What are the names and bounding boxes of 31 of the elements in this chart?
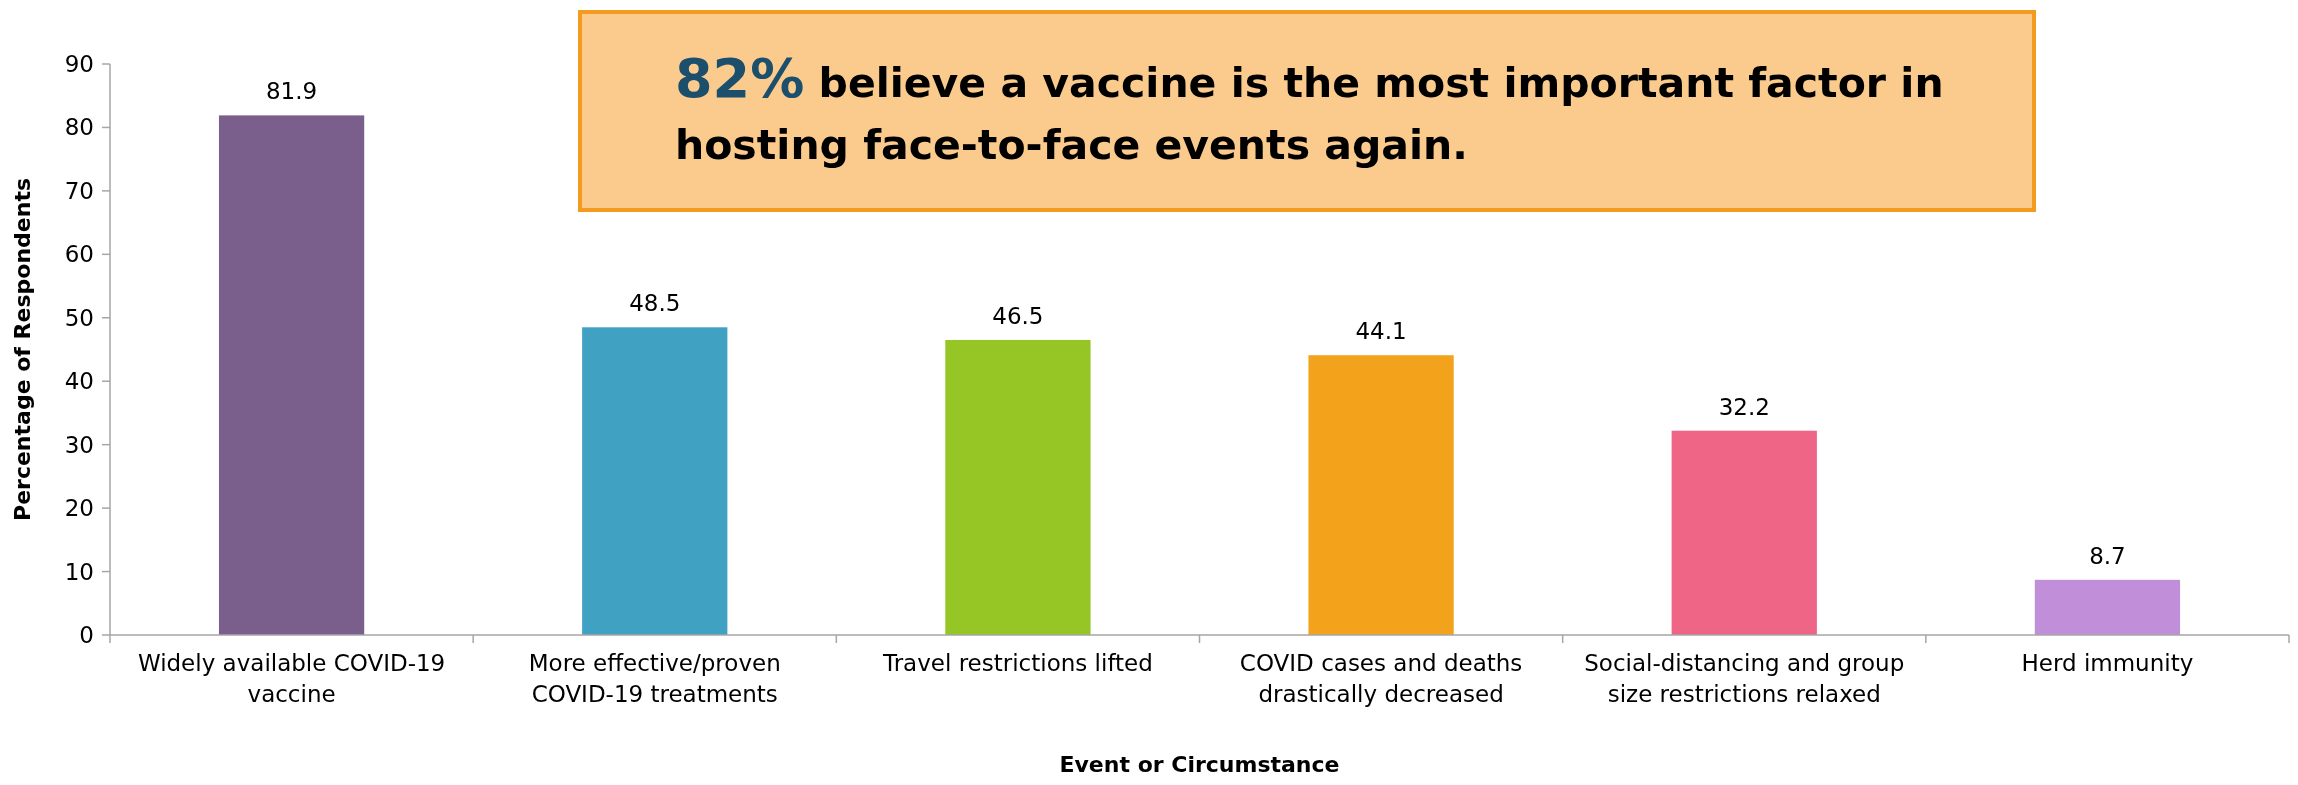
bar [582, 327, 728, 635]
y-tick-label: 60 [64, 241, 94, 268]
y-tick-label: 70 [64, 177, 94, 204]
bar [945, 339, 1091, 635]
y-tick-label: 90 [64, 51, 94, 78]
y-tick-label: 0 [79, 622, 94, 649]
bar [218, 115, 365, 635]
x-tick-label: More effective/proven COVID-19 treatments [528, 650, 781, 707]
y-tick-label: 30 [64, 431, 94, 458]
data-label: 44.1 [1355, 318, 1407, 345]
data-label: 81.9 [265, 78, 318, 105]
y-tick-label: 10 [64, 558, 94, 585]
y-tick-label: 20 [64, 495, 94, 522]
y-axis-title: Percentage of Respondents [10, 178, 35, 521]
annotation: 82% believe a vaccine is the most important factor in hosting face-to-face events again. [675, 47, 1944, 169]
bar [1671, 430, 1817, 635]
data-label: 46.5 [992, 302, 1044, 329]
x-tick-label: Social-distancing and group size restrictions relaxed [1584, 650, 1905, 707]
y-tick-label: 50 [64, 304, 94, 331]
x-tick-label: Travel restrictions lifted [881, 650, 1153, 676]
bar [1308, 355, 1454, 635]
x-tick-label: COVID cases and deaths drastically decreased [1239, 650, 1523, 707]
x-tick-label: Herd immunity [2021, 650, 2194, 676]
data-label: 8.7 [2089, 542, 2126, 569]
x-tick-label: Widely available COVID-19 vaccine [137, 650, 446, 707]
x-axis-title: Event or Circumstance [1059, 752, 1340, 777]
data-label: 48.5 [629, 290, 681, 317]
bar [2034, 579, 2181, 635]
data-label: 32.2 [1718, 393, 1770, 420]
y-tick-label: 40 [64, 368, 94, 395]
y-tick-label: 80 [64, 114, 94, 141]
